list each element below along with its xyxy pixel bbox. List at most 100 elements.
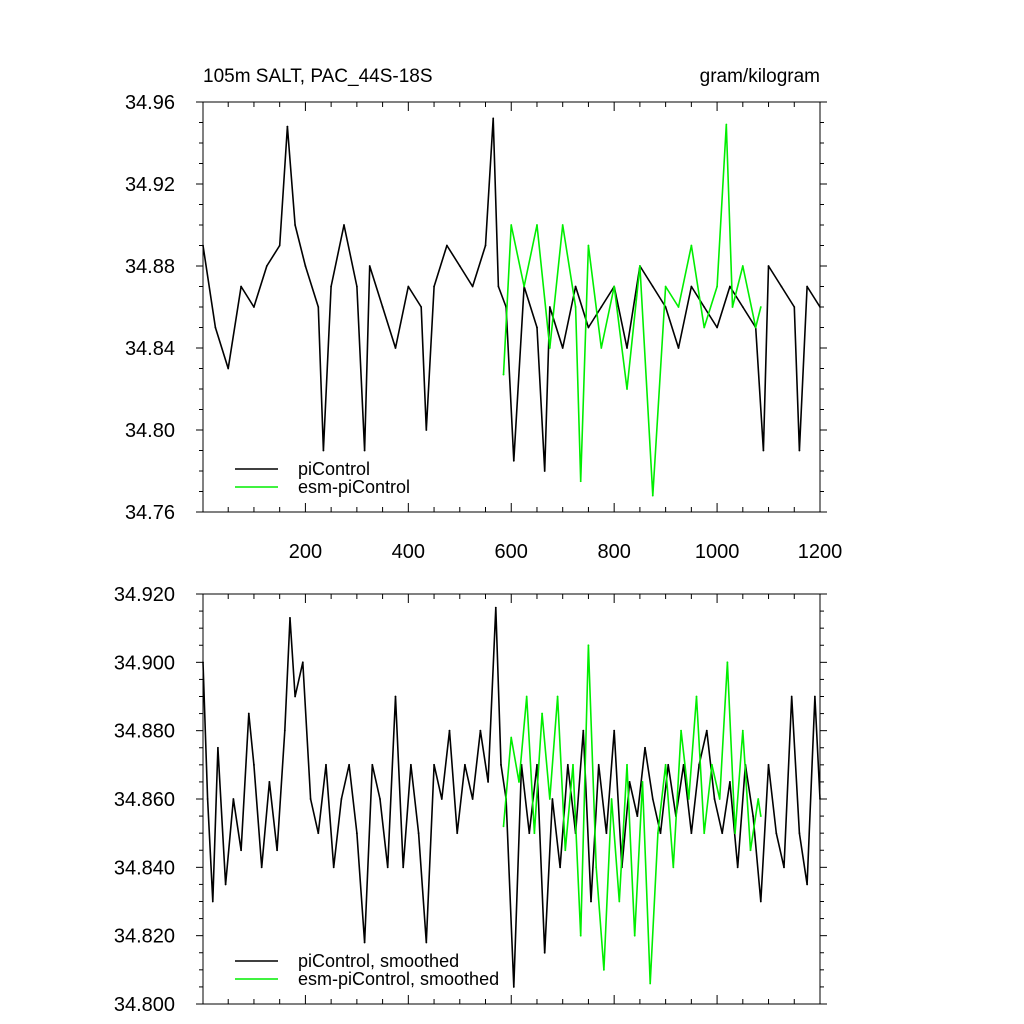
data-point bbox=[551, 798, 554, 800]
data-point bbox=[458, 265, 461, 267]
data-point bbox=[775, 832, 778, 835]
data-point bbox=[283, 729, 286, 732]
y-tick-label: 34.840 bbox=[114, 857, 175, 879]
data-point bbox=[240, 849, 242, 852]
y-tick-label: 34.900 bbox=[114, 652, 175, 674]
data-point bbox=[265, 265, 268, 267]
data-point bbox=[543, 951, 546, 954]
data-point bbox=[729, 781, 731, 783]
data-point bbox=[690, 832, 693, 835]
data-point bbox=[533, 832, 536, 835]
data-point bbox=[659, 832, 662, 835]
data-point bbox=[340, 798, 343, 800]
data-point bbox=[582, 729, 585, 732]
data-point bbox=[363, 941, 366, 944]
data-point bbox=[651, 798, 654, 800]
data-point bbox=[543, 470, 546, 472]
data-point bbox=[813, 695, 816, 698]
data-point bbox=[762, 449, 765, 452]
data-point bbox=[294, 695, 297, 698]
data-point bbox=[638, 265, 641, 267]
top-panel: 105m SALT, PAC_44S-18S gram/kilogram 200… bbox=[125, 66, 842, 563]
data-point bbox=[343, 224, 345, 226]
y-tick-label: 34.80 bbox=[125, 420, 175, 442]
data-point bbox=[309, 798, 312, 800]
data-point bbox=[806, 883, 809, 886]
data-point bbox=[677, 306, 680, 308]
data-point bbox=[636, 815, 639, 817]
data-point bbox=[819, 306, 821, 308]
data-point bbox=[471, 798, 474, 800]
data-point bbox=[613, 729, 616, 732]
data-point bbox=[510, 224, 513, 226]
data-point bbox=[325, 763, 327, 766]
data-point bbox=[440, 798, 443, 800]
data-point bbox=[211, 900, 214, 903]
data-point bbox=[301, 661, 304, 664]
data-point bbox=[618, 900, 621, 903]
data-point bbox=[448, 729, 451, 732]
data-point bbox=[548, 798, 551, 800]
data-point bbox=[536, 326, 538, 329]
data-point bbox=[641, 781, 644, 783]
data-point bbox=[487, 781, 489, 783]
data-point bbox=[721, 832, 724, 835]
top-panel-units: gram/kilogram bbox=[700, 66, 820, 87]
data-point bbox=[425, 429, 428, 431]
data-point bbox=[628, 781, 631, 783]
data-point bbox=[759, 306, 762, 308]
data-point bbox=[202, 661, 204, 664]
x-tick-label: 400 bbox=[392, 541, 425, 563]
data-point bbox=[330, 285, 333, 288]
data-point bbox=[741, 306, 744, 308]
data-point bbox=[780, 285, 783, 288]
data-point bbox=[433, 763, 435, 766]
data-point bbox=[677, 347, 680, 349]
data-point bbox=[409, 763, 412, 766]
data-point bbox=[523, 285, 526, 288]
data-point bbox=[386, 866, 389, 869]
data-point bbox=[590, 900, 592, 903]
data-point bbox=[433, 285, 435, 288]
data-point bbox=[214, 326, 217, 329]
data-point bbox=[317, 832, 320, 835]
x-tick-label: 1000 bbox=[695, 541, 740, 563]
y-tick-label: 34.860 bbox=[114, 789, 175, 811]
data-point bbox=[572, 763, 574, 766]
data-point bbox=[206, 798, 209, 800]
y-tick-label: 34.920 bbox=[114, 584, 175, 606]
data-point bbox=[613, 285, 616, 288]
top-panel-title: 105m SALT, PAC_44S-18S bbox=[203, 66, 433, 87]
data-point bbox=[672, 866, 675, 869]
data-point bbox=[651, 285, 654, 288]
data-point bbox=[536, 224, 538, 226]
data-point bbox=[294, 224, 297, 226]
data-point bbox=[759, 815, 762, 817]
y-tick-label: 34.76 bbox=[125, 502, 175, 524]
data-point bbox=[566, 763, 569, 766]
data-point bbox=[682, 763, 685, 766]
data-point bbox=[464, 763, 466, 766]
data-point bbox=[664, 763, 667, 766]
data-point bbox=[232, 798, 235, 800]
data-point bbox=[276, 849, 279, 852]
data-point bbox=[600, 306, 603, 308]
legend-label: piControl, smoothed bbox=[298, 951, 459, 971]
data-point bbox=[587, 644, 590, 647]
data-point bbox=[703, 306, 706, 308]
legend-label: piControl bbox=[298, 459, 370, 479]
data-point bbox=[371, 763, 374, 766]
data-point bbox=[528, 832, 531, 835]
legend-label: esm-piControl, smoothed bbox=[298, 969, 499, 989]
data-point bbox=[518, 781, 520, 783]
series-line-picontrol bbox=[202, 117, 821, 472]
data-point bbox=[726, 661, 729, 664]
data-point bbox=[680, 729, 682, 732]
data-point bbox=[574, 306, 577, 308]
data-point bbox=[657, 832, 659, 835]
data-point bbox=[260, 866, 263, 869]
data-point bbox=[446, 244, 448, 247]
data-point bbox=[502, 825, 505, 828]
data-point bbox=[752, 815, 755, 817]
